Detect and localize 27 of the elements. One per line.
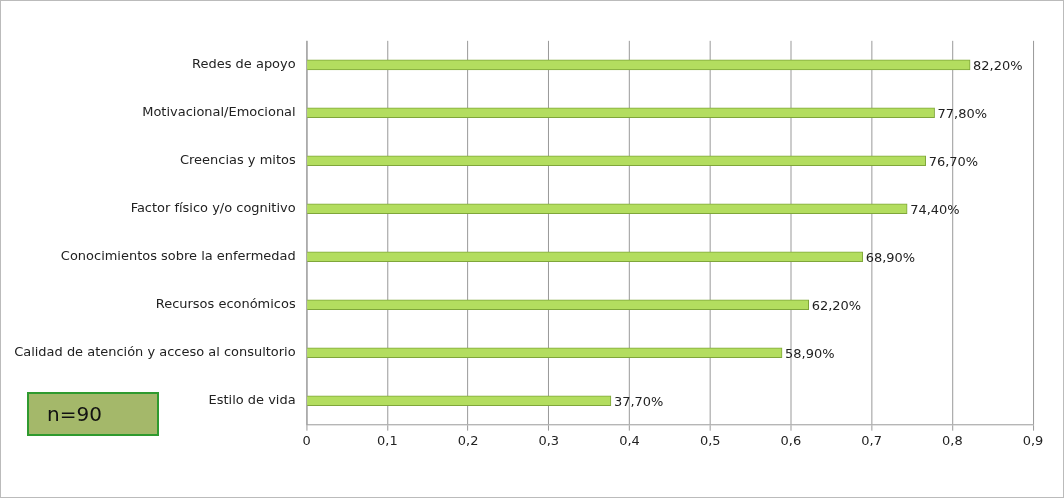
y-tick-label: Recursos económicos	[155, 296, 296, 312]
data-label: 74,40%	[910, 202, 960, 218]
x-tick-label: 0,1	[377, 432, 398, 448]
data-label: 58,90%	[785, 346, 835, 362]
y-tick-label: Creencias y mitos	[180, 152, 296, 168]
x-tick-label: 0,7	[861, 432, 882, 448]
data-label: 68,90%	[865, 250, 916, 266]
data-label: 82,20%	[973, 58, 1023, 74]
x-tick-label: 0	[302, 432, 311, 448]
x-tick-label: 0,6	[780, 432, 802, 448]
data-label: 77,80%	[937, 106, 988, 122]
y-tick-label: Calidad de atención y acceso al consultorio	[14, 344, 296, 360]
y-tick-label: Redes de apoyo	[192, 56, 296, 72]
text: n=90	[27, 392, 159, 436]
y-tick-label: Motivacional/Emocional	[142, 104, 296, 120]
data-label: 76,70%	[928, 154, 979, 170]
x-tick-label: 0,3	[538, 432, 560, 448]
x-tick-label: 0,8	[942, 432, 963, 448]
x-tick-label: 0,4	[619, 432, 640, 448]
x-tick-label: 0,5	[699, 432, 721, 448]
y-tick-label: Estilo de vida	[208, 392, 296, 408]
x-tick-label: 0,9	[1022, 432, 1044, 448]
y-tick-label: Conocimientos sobre la enfermedad	[60, 248, 296, 264]
data-label: 37,70%	[613, 394, 664, 410]
y-tick-label: Factor físico y/o cognitivo	[130, 200, 296, 216]
x-tick-label: 0,2	[457, 432, 479, 448]
data-label: 62,20%	[811, 298, 862, 314]
